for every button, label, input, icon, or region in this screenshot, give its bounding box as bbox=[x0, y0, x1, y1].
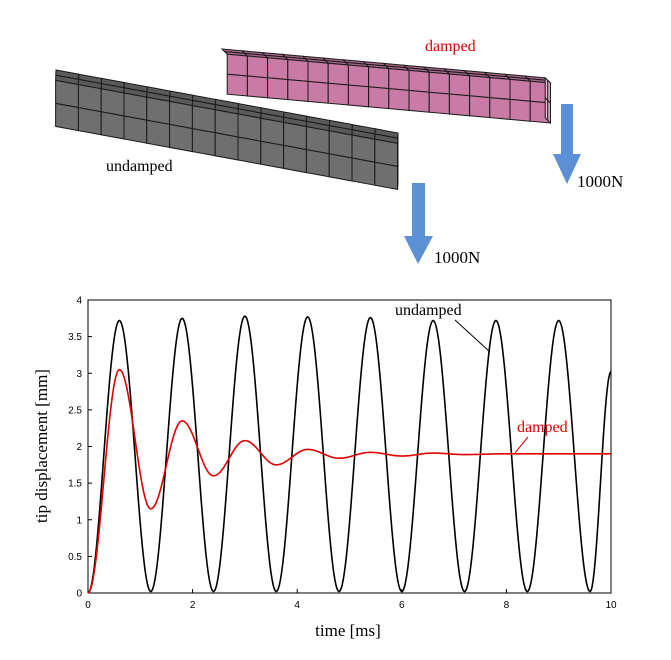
y-tick-label: 4 bbox=[76, 296, 82, 307]
beam-front-cell bbox=[509, 78, 531, 102]
x-tick-label: 8 bbox=[504, 600, 510, 611]
beam-front-cell bbox=[267, 57, 289, 81]
beam-front-cell bbox=[368, 86, 390, 110]
beam-front-cell bbox=[77, 106, 102, 136]
beam-front-cell bbox=[305, 125, 330, 155]
x-tick-label: 0 bbox=[85, 600, 91, 611]
beam-front-cell bbox=[374, 138, 399, 168]
y-axis: 0 0.5 1 1.5 2 2.5 3 3.5 4 bbox=[68, 296, 92, 600]
undamped-beam-label: undamped bbox=[106, 158, 173, 175]
beam-front-cell bbox=[351, 134, 376, 163]
beam-front-cell bbox=[100, 88, 125, 117]
beam-front-cell bbox=[469, 95, 491, 119]
displacement-chart: 0 0.5 1 1.5 2 2.5 3 3.5 4 0 2 4 6 8 10 undamped dampe… bbox=[32, 296, 617, 641]
beam-front-cell bbox=[283, 121, 307, 151]
force-arrow-damped bbox=[553, 104, 581, 184]
beam-front-cell bbox=[214, 132, 239, 161]
force-label-damped: 1000N bbox=[577, 172, 623, 191]
beam-front-cell bbox=[214, 109, 239, 138]
beam-front-cell bbox=[123, 115, 148, 144]
beam-front-cell bbox=[448, 93, 471, 117]
beam-front-cell bbox=[55, 79, 79, 109]
beam-front-cell bbox=[347, 84, 370, 108]
beam-front-cell bbox=[260, 140, 285, 170]
beam-front-cell bbox=[469, 75, 491, 99]
beam-front-cell bbox=[328, 130, 353, 159]
beam-front-cell bbox=[307, 80, 329, 104]
beam-front-cell bbox=[237, 113, 262, 142]
beam-front-cell bbox=[226, 53, 248, 77]
beam-front-cell bbox=[246, 55, 269, 79]
x-axis: 0 2 4 6 8 10 bbox=[85, 589, 617, 611]
beam-front-cell bbox=[509, 98, 531, 122]
y-tick-label: 0.5 bbox=[68, 552, 82, 563]
beam-front-cell bbox=[307, 60, 329, 84]
beam-front-cell bbox=[237, 136, 262, 165]
beam-front-cell bbox=[448, 73, 471, 97]
beam-front-cell bbox=[260, 117, 285, 147]
beam-front-cell bbox=[77, 83, 102, 113]
damped-beam-label: damped bbox=[425, 38, 476, 55]
series-label-damped: damped bbox=[517, 419, 568, 436]
beam-front-cell bbox=[246, 75, 269, 99]
beam-scene: damped undamped 1000N 1000N bbox=[55, 38, 623, 267]
beam-front-cell bbox=[287, 79, 309, 102]
beam-front-cell bbox=[100, 111, 125, 140]
beam-front-cell bbox=[428, 91, 450, 115]
damped-leader-line bbox=[514, 436, 529, 454]
beam-front-cell bbox=[368, 66, 390, 90]
y-tick-label: 1.5 bbox=[68, 479, 82, 490]
beam-front-cell bbox=[287, 59, 309, 82]
undamped-beam bbox=[55, 69, 399, 191]
beam-front-cell bbox=[347, 64, 370, 88]
x-axis-label: time [ms] bbox=[315, 621, 381, 640]
beam-front-cell bbox=[169, 100, 193, 130]
beam-front-cell bbox=[123, 92, 148, 121]
y-tick-label: 2.5 bbox=[68, 405, 82, 416]
y-axis-label: tip displacement [mm] bbox=[32, 369, 51, 523]
beam-front-cell bbox=[146, 96, 171, 126]
series-label-undamped: undamped bbox=[395, 302, 462, 319]
beam-front-cell bbox=[191, 104, 216, 134]
y-tick-label: 3.5 bbox=[68, 332, 82, 343]
beam-front-cell bbox=[351, 157, 376, 186]
beam-front-cell bbox=[489, 77, 511, 100]
beam-front-cell bbox=[327, 62, 349, 86]
x-tick-label: 2 bbox=[190, 600, 196, 611]
beam-front-cell bbox=[408, 89, 430, 113]
beam-front-cell bbox=[169, 123, 193, 153]
series-line-damped bbox=[87, 368, 611, 594]
beam-end-cell bbox=[547, 99, 551, 125]
beam-end-cell bbox=[547, 79, 551, 105]
y-tick-label: 3 bbox=[76, 369, 82, 380]
x-tick-label: 6 bbox=[399, 600, 405, 611]
beam-front-cell bbox=[305, 148, 330, 178]
x-tick-label: 4 bbox=[294, 600, 300, 611]
beam-front-cell bbox=[283, 144, 307, 174]
beam-front-cell bbox=[428, 71, 450, 95]
beam-front-cell bbox=[226, 73, 248, 97]
undamped-leader-line bbox=[454, 319, 491, 353]
beam-front-cell bbox=[146, 119, 171, 149]
force-label-undamped: 1000N bbox=[434, 248, 480, 267]
force-arrow-undamped bbox=[404, 183, 433, 264]
beam-front-cell bbox=[55, 102, 79, 132]
y-tick-label: 1 bbox=[76, 515, 82, 526]
beam-front-cell bbox=[327, 82, 349, 106]
x-tick-label: 10 bbox=[605, 600, 617, 611]
beam-front-cell bbox=[191, 127, 216, 157]
beam-front-cell bbox=[374, 161, 399, 191]
damped-beam bbox=[220, 48, 552, 125]
beam-front-cell bbox=[328, 153, 353, 182]
beam-front-cell bbox=[408, 69, 430, 93]
beam-front-cell bbox=[388, 88, 410, 111]
y-tick-label: 0 bbox=[76, 589, 82, 600]
beam-front-cell bbox=[489, 97, 511, 120]
beam-front-cell bbox=[267, 77, 289, 101]
y-tick-label: 2 bbox=[76, 442, 82, 453]
beam-front-cell bbox=[388, 68, 410, 91]
